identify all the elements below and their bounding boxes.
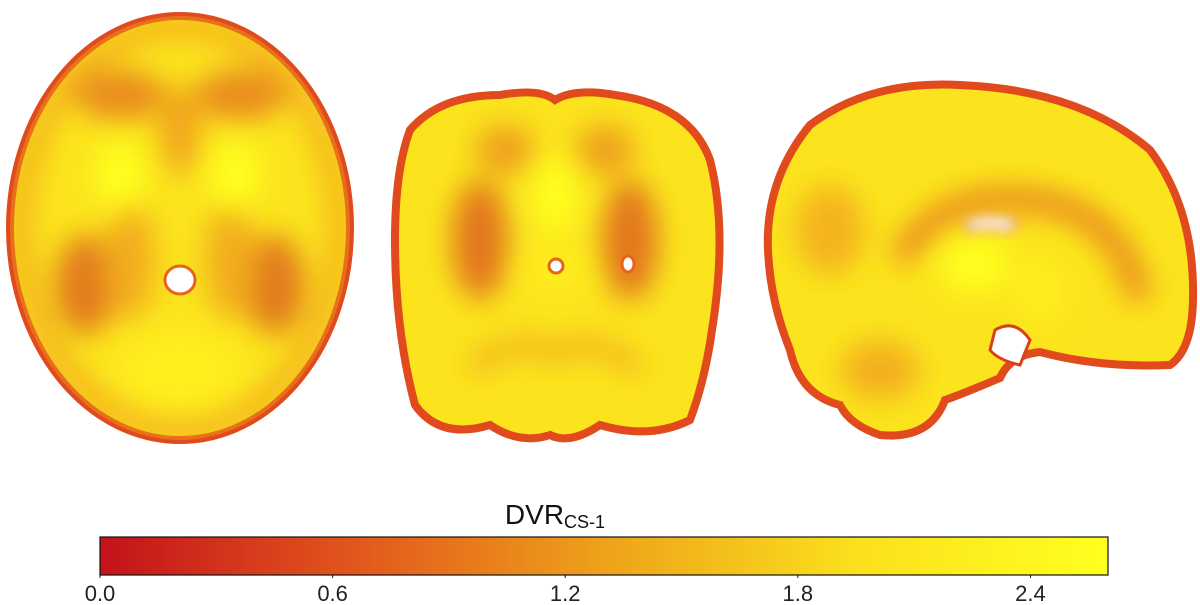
colorbar-label: DVRCS-1: [505, 499, 605, 532]
tick-label: 1.8: [783, 581, 814, 605]
sagittal-slice: [763, 80, 1198, 440]
tick-label: 1.2: [550, 581, 581, 605]
colorbar: 0.0 0.6 1.2 1.8 2.4: [85, 536, 1109, 605]
colorbar-label-main: DVR: [505, 499, 564, 530]
colorbar-rect: [99, 536, 1109, 576]
tick-label: 0.0: [85, 581, 116, 605]
tick-label: 0.6: [317, 581, 348, 605]
coronal-slice: [390, 88, 724, 443]
tick-label: 2.4: [1015, 581, 1046, 605]
axial-slice: [6, 12, 354, 444]
colorbar-label-subscript: CS-1: [564, 512, 605, 532]
